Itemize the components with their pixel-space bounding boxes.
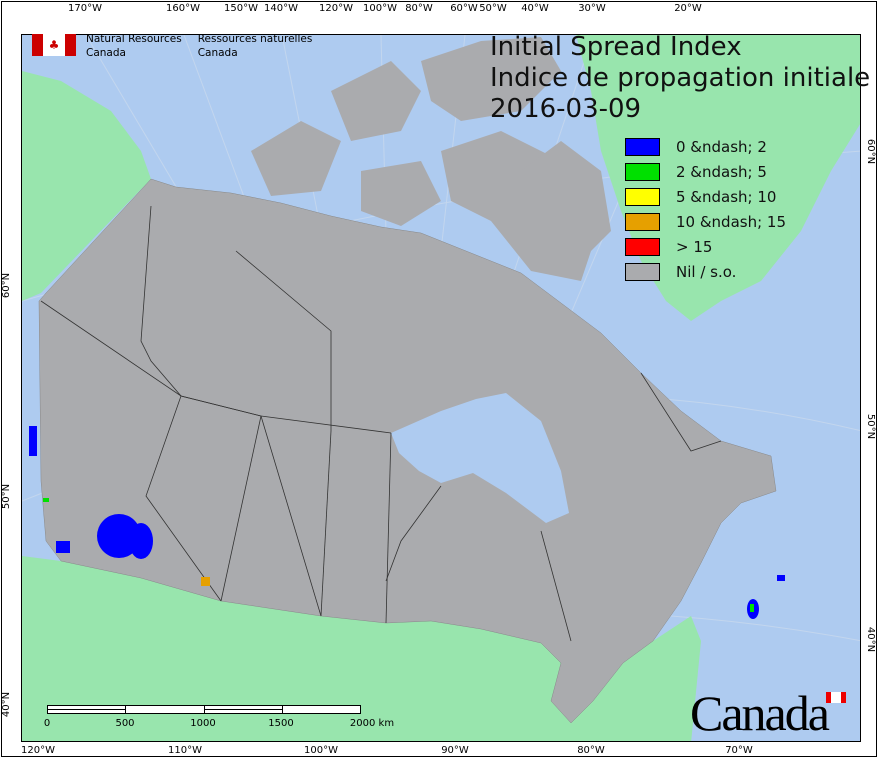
top-tick-label: 120°W: [319, 3, 353, 14]
legend-swatch: [625, 162, 660, 181]
bottom-tick-label: 80°W: [577, 745, 605, 756]
arctic-islands: [251, 37, 611, 281]
top-tick-label: 160°W: [166, 3, 200, 14]
top-tick-label: 50°W: [479, 3, 507, 14]
isi-2-5-patch: [750, 604, 754, 612]
top-tick-label: 20°W: [674, 3, 702, 14]
title-en: Initial Spread Index: [490, 32, 742, 62]
canada-flag-icon: ♣: [32, 34, 76, 56]
top-tick-label: 30°W: [578, 3, 606, 14]
legend-label: Nil / s.o.: [676, 262, 737, 281]
legend-swatch: [625, 187, 660, 206]
legend-item: 0 &ndash; 2: [625, 134, 786, 159]
wordmark-flag-icon: [826, 692, 846, 703]
bottom-tick-label: 70°W: [725, 745, 753, 756]
legend-swatch: [625, 262, 660, 281]
legend: 0 &ndash; 2 2 &ndash; 5 5 &ndash; 10 10 …: [625, 134, 786, 284]
top-tick-label: 140°W: [264, 3, 298, 14]
legend-swatch: [625, 212, 660, 231]
bottom-tick-label: 90°W: [441, 745, 469, 756]
logo-en-line2: Canada: [86, 47, 126, 59]
legend-item: 5 &ndash; 10: [625, 184, 786, 209]
isi-0-2-patch: [29, 426, 37, 456]
logo-fr-line1: Ressources naturelles: [197, 33, 313, 45]
hudson-bay: [391, 393, 569, 523]
scale-label: 0: [43, 718, 51, 729]
top-tick-label: 170°W: [68, 3, 102, 14]
scale-bar: 0 500 1000 1500 2000 km: [44, 705, 394, 729]
legend-swatch: [625, 237, 660, 256]
alaska-land: [22, 71, 151, 301]
legend-item: 2 &ndash; 5: [625, 159, 786, 184]
legend-item: > 15: [625, 234, 786, 259]
legend-label: > 15: [676, 237, 713, 256]
isi-2-5-patch: [43, 498, 49, 502]
bottom-tick-label: 110°W: [168, 745, 202, 756]
usa-land: [22, 556, 701, 741]
legend-label: 10 &ndash; 15: [676, 212, 787, 231]
right-tick-label: 60°N: [865, 138, 877, 165]
top-tick-label: 150°W: [224, 3, 258, 14]
scale-label: 500: [115, 718, 135, 729]
canada-wordmark: Canada: [690, 685, 830, 741]
logo-fr-line2: Canada: [197, 47, 238, 59]
isi-0-2-patch: [129, 523, 153, 559]
isi-10-15-patch: [201, 577, 210, 586]
isi-0-2-patch: [56, 541, 70, 553]
legend-label: 2 &ndash; 5: [676, 162, 767, 181]
provincial-borders: [40, 205, 722, 642]
map-title: Initial Spread Index Indice de propagati…: [490, 32, 870, 125]
isi-0-2-patch: [777, 575, 785, 581]
scale-label: 2000 km: [349, 718, 395, 729]
left-tick-label: 40°N: [1, 691, 13, 718]
left-tick-label: 60°N: [1, 272, 13, 299]
top-tick-label: 80°W: [405, 3, 433, 14]
legend-label: 5 &ndash; 10: [676, 187, 777, 206]
left-tick-label: 50°N: [1, 483, 13, 510]
top-tick-label: 100°W: [363, 3, 397, 14]
top-tick-label: 40°W: [521, 3, 549, 14]
scale-label: 1000: [190, 718, 216, 729]
scale-label: 1500: [268, 718, 294, 729]
legend-label: 0 &ndash; 2: [676, 137, 767, 156]
legend-item: Nil / s.o.: [625, 259, 786, 284]
top-tick-label: 60°W: [450, 3, 478, 14]
logo-en-line1: Natural Resources: [86, 33, 182, 45]
legend-item: 10 &ndash; 15: [625, 209, 786, 234]
bottom-tick-label: 100°W: [304, 745, 338, 756]
right-tick-label: 40°N: [865, 626, 877, 653]
nrcan-logo: ♣ Natural Resources Canada Ressources nat…: [32, 32, 312, 60]
right-tick-label: 50°N: [865, 413, 877, 440]
bottom-tick-label: 120°W: [21, 745, 55, 756]
title-date: 2016-03-09: [490, 94, 642, 124]
legend-swatch: [625, 137, 660, 156]
title-fr: Indice de propagation initiale: [490, 63, 871, 93]
